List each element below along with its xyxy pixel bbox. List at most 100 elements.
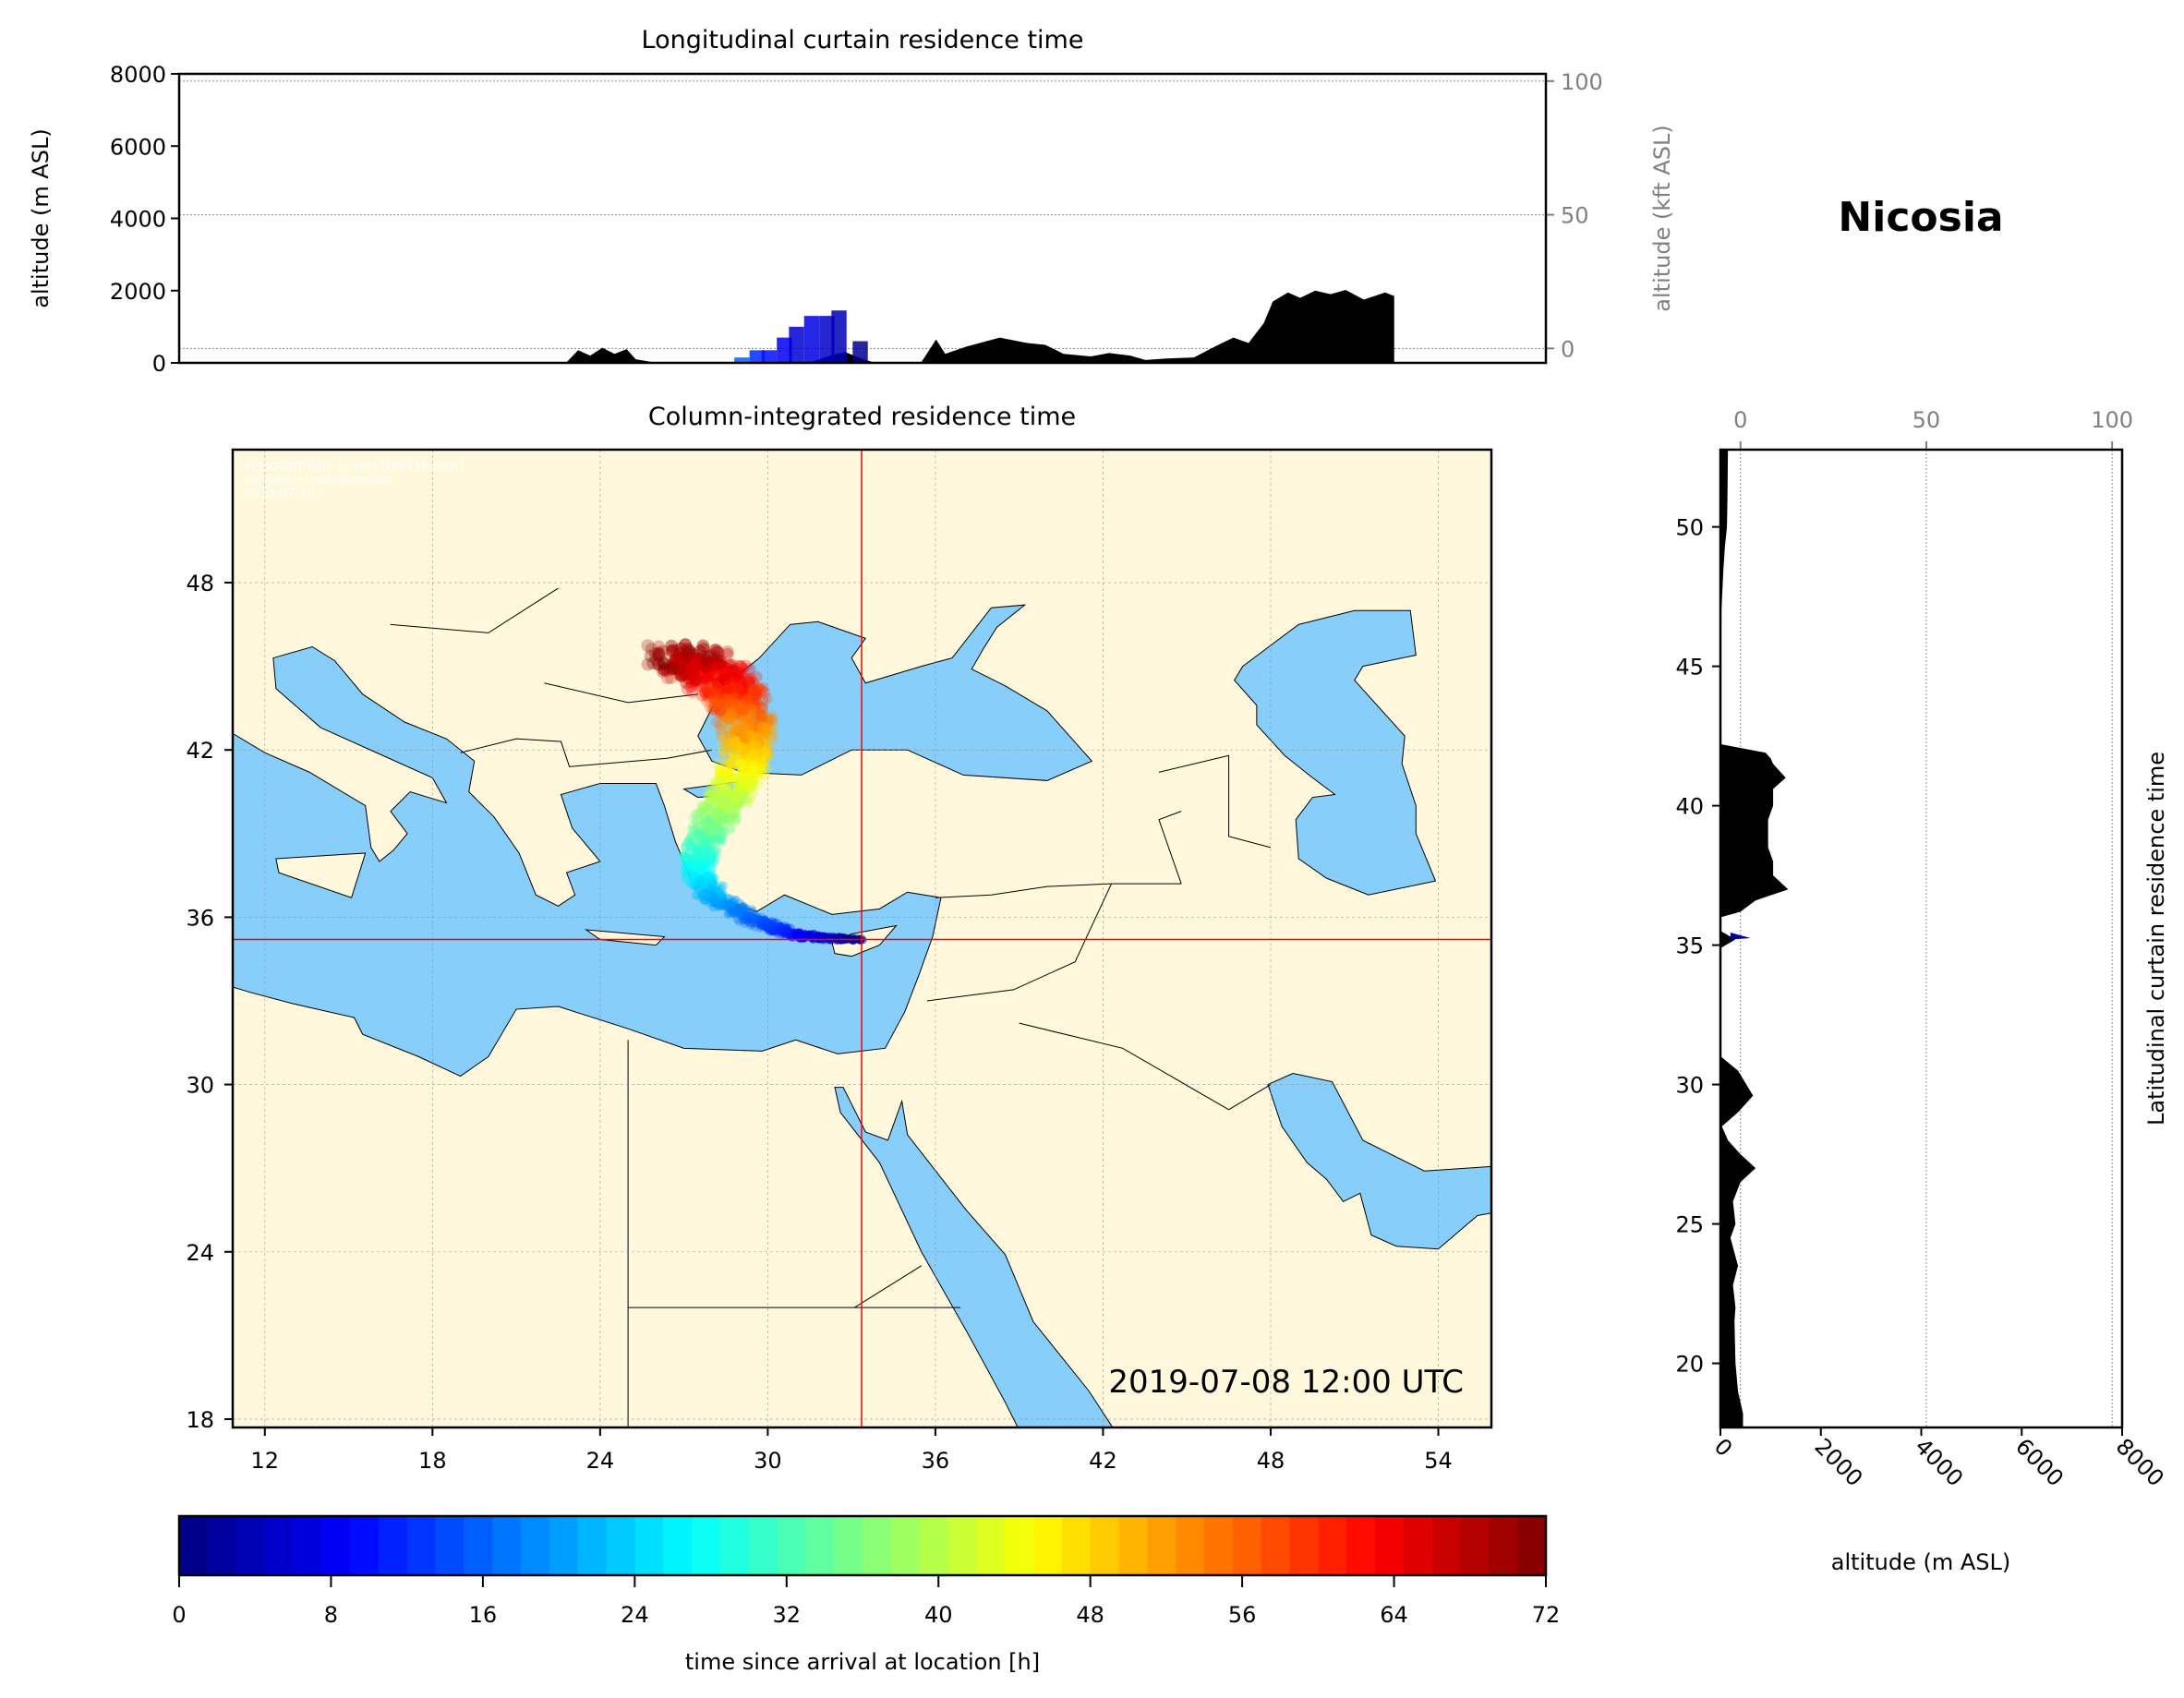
colorbar-band	[207, 1516, 237, 1575]
plume-particle	[681, 682, 694, 696]
plume-particle	[706, 871, 717, 881]
plume-particle	[764, 732, 776, 744]
colorbar-tick-label: 64	[1380, 1602, 1408, 1628]
colorbar-tick-label: 40	[924, 1602, 953, 1628]
plume-particle	[740, 779, 752, 791]
plume-particle	[697, 800, 709, 811]
plume-particle	[641, 639, 655, 653]
plume-particle	[685, 858, 695, 868]
longitude-tick-label: 36	[922, 1448, 950, 1474]
colorbar-tick-label: 72	[1532, 1602, 1561, 1628]
colorbar-band	[492, 1516, 522, 1575]
colorbar-band	[464, 1516, 493, 1575]
plume-particle	[719, 667, 732, 680]
plume-particle	[756, 723, 769, 735]
plume-particle	[690, 809, 701, 820]
plume-particle	[713, 657, 726, 670]
plume-particle	[712, 699, 725, 711]
plume-particle	[776, 921, 785, 931]
plume-particle	[744, 793, 756, 804]
plume-particle	[756, 702, 769, 715]
plume-particle	[704, 871, 714, 881]
plume-particle	[681, 851, 692, 862]
plume-particle	[740, 659, 753, 672]
plume-particle	[649, 647, 662, 661]
colorbar-tick-label: 16	[469, 1602, 498, 1628]
colorbar-band	[1033, 1516, 1063, 1575]
plume-particle	[753, 913, 763, 922]
plume-particle	[683, 855, 694, 865]
colorbar: 0 8 16 24 32 40 48 56 64 72 time since arrival at …	[172, 1514, 1561, 1675]
plume-particle	[680, 842, 691, 852]
plume-particle	[680, 857, 691, 868]
plume-particle	[725, 698, 737, 710]
plume-particle	[708, 858, 718, 868]
country-border	[1158, 811, 1182, 885]
cyprus-island	[831, 924, 898, 957]
plume-particle	[719, 696, 732, 709]
plume-particle	[665, 662, 679, 676]
plume-particle	[737, 788, 748, 800]
y-tick-label: 0	[152, 351, 166, 377]
colorbar-band	[549, 1516, 579, 1575]
plume-particle	[687, 873, 697, 883]
plume-particle	[732, 905, 742, 915]
plume-particle	[756, 711, 769, 723]
plume-particle	[756, 746, 769, 758]
plume-particle	[717, 880, 727, 890]
plume-particle	[749, 687, 762, 700]
plume-particle	[726, 707, 738, 720]
plume-particle	[704, 798, 715, 809]
plume-particle	[695, 689, 708, 702]
plume-particle	[661, 671, 674, 685]
colorbar-band	[1431, 1516, 1461, 1575]
plume-particle	[724, 825, 735, 836]
plume-particle	[709, 699, 721, 712]
plume-particle	[685, 675, 698, 689]
plume-particle	[682, 853, 692, 864]
plume-particle	[710, 890, 719, 900]
plume-particle	[711, 676, 724, 690]
plume-particle	[750, 689, 763, 702]
plume-particle	[739, 720, 751, 733]
plume-particle	[694, 809, 705, 820]
colorbar-band	[321, 1516, 351, 1575]
plume-particle	[714, 704, 727, 717]
plume-particle	[717, 836, 728, 846]
plume-particle	[656, 665, 670, 679]
plume-particle	[745, 780, 756, 791]
longitude-tick-label: 48	[1257, 1448, 1285, 1474]
plume-bar	[777, 337, 792, 363]
latitude-tick-label: 18	[186, 1407, 214, 1433]
plume-particle	[761, 723, 773, 735]
top-tick-label: 0	[1733, 407, 1747, 433]
plume-particle	[706, 849, 717, 861]
plume-particle	[706, 873, 717, 883]
plume-particle	[680, 867, 690, 877]
terrain-profile	[1720, 450, 1789, 1427]
plume-particle	[722, 706, 734, 719]
plume-particle	[761, 750, 773, 762]
plume-particle	[730, 815, 742, 826]
plume-particle	[758, 732, 770, 745]
colorbar-band	[235, 1516, 265, 1575]
plume-particle	[747, 750, 759, 762]
plume-particle	[787, 932, 796, 940]
colorbar-tick-label: 0	[172, 1602, 186, 1628]
plume-particle	[784, 929, 793, 938]
plume-particle	[721, 725, 733, 737]
plume-particle	[757, 737, 769, 749]
colorbar-band	[947, 1516, 977, 1575]
plume-particle	[755, 684, 768, 697]
plume-particle	[755, 754, 766, 766]
plume-particle	[718, 672, 731, 686]
plume-particle	[706, 869, 716, 879]
latitude-tick-label: 30	[186, 1073, 214, 1099]
colorbar-band	[1517, 1516, 1547, 1575]
plume-particle	[753, 755, 765, 767]
plume-particle	[715, 766, 727, 777]
residence-time-map: Column-integrated residence time FLEXPART…	[186, 403, 1493, 1474]
plume-particle	[688, 821, 698, 832]
plume-particle	[702, 691, 715, 704]
plume-bar	[749, 350, 766, 363]
